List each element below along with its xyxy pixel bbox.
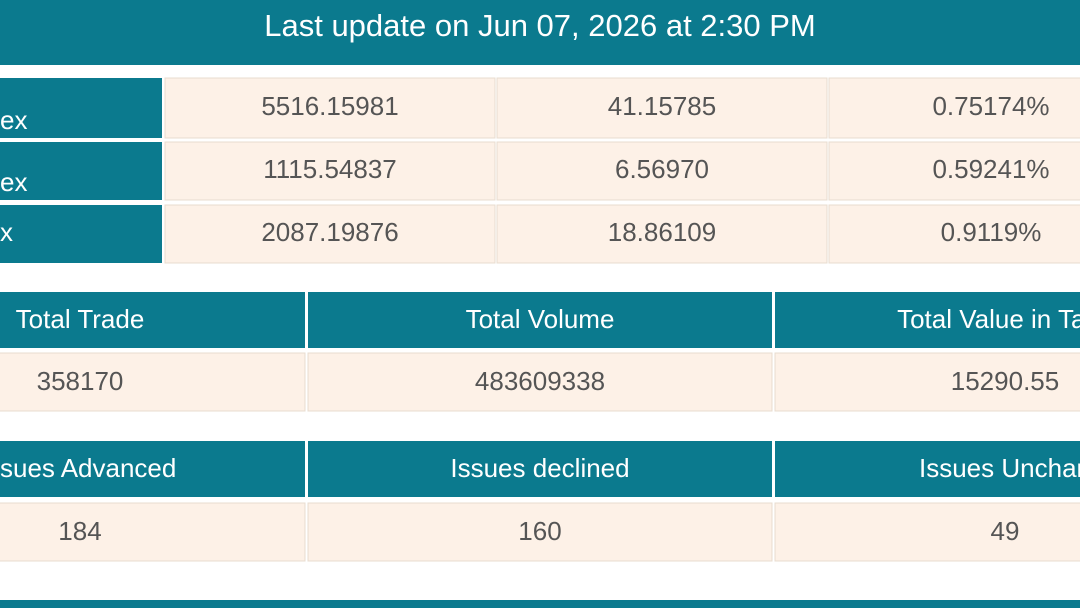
index-name: x bbox=[0, 217, 13, 247]
column-header: Total Trade bbox=[16, 304, 145, 334]
cell-value: 160 bbox=[518, 516, 561, 546]
value-cell bbox=[774, 352, 1080, 412]
header-cell bbox=[308, 292, 772, 348]
cell-value: 483609338 bbox=[475, 366, 605, 396]
index-cell bbox=[496, 141, 828, 201]
index-label-cell bbox=[0, 78, 162, 138]
header-cell bbox=[775, 292, 1080, 348]
cell-value: 184 bbox=[58, 516, 101, 546]
cell-value: 49 bbox=[991, 516, 1020, 546]
column-header: Issues Unchan bbox=[919, 453, 1080, 483]
value-cell bbox=[0, 502, 306, 562]
column-header: Total Value in Taka bbox=[897, 304, 1080, 334]
header-bar bbox=[0, 0, 1080, 65]
index-value: 1115.54837 bbox=[263, 154, 397, 184]
value-cell bbox=[0, 352, 306, 412]
header-cell bbox=[0, 292, 305, 348]
index-cell bbox=[496, 77, 828, 139]
index-cell bbox=[164, 204, 496, 264]
index-name: ex bbox=[0, 167, 27, 197]
header-cell bbox=[775, 441, 1080, 497]
header-cell bbox=[0, 441, 305, 497]
index-value: 6.56970 bbox=[615, 154, 709, 184]
index-value: 0.75174% bbox=[932, 91, 1049, 121]
cell-value: 15290.55 bbox=[951, 366, 1059, 396]
index-cell bbox=[828, 141, 1080, 201]
index-cell bbox=[496, 204, 828, 264]
index-value: 0.9119% bbox=[941, 217, 1042, 247]
index-cell bbox=[164, 77, 496, 139]
index-name: ex bbox=[0, 105, 27, 135]
header-cell bbox=[308, 441, 772, 497]
index-cell bbox=[828, 204, 1080, 264]
cell-value: 358170 bbox=[37, 366, 124, 396]
column-header: Total Volume bbox=[466, 304, 615, 334]
index-value: 2087.19876 bbox=[261, 217, 398, 247]
index-value: 41.15785 bbox=[608, 91, 716, 121]
value-cell bbox=[774, 502, 1080, 562]
index-label-cell bbox=[0, 142, 162, 200]
footer-bar bbox=[0, 600, 1080, 608]
index-value: 5516.15981 bbox=[261, 91, 398, 121]
value-cell bbox=[307, 352, 773, 412]
column-header: Issues declined bbox=[450, 453, 629, 483]
index-value: 0.59241% bbox=[932, 154, 1049, 184]
index-label-cell bbox=[0, 205, 162, 263]
update-title: Last update on Jun 07, 2026 at 2:30 PM bbox=[264, 8, 816, 43]
index-cell bbox=[828, 77, 1080, 139]
index-value: 18.86109 bbox=[608, 217, 716, 247]
value-cell bbox=[307, 502, 773, 562]
index-cell bbox=[164, 141, 496, 201]
column-header: sues Advanced bbox=[0, 453, 176, 483]
